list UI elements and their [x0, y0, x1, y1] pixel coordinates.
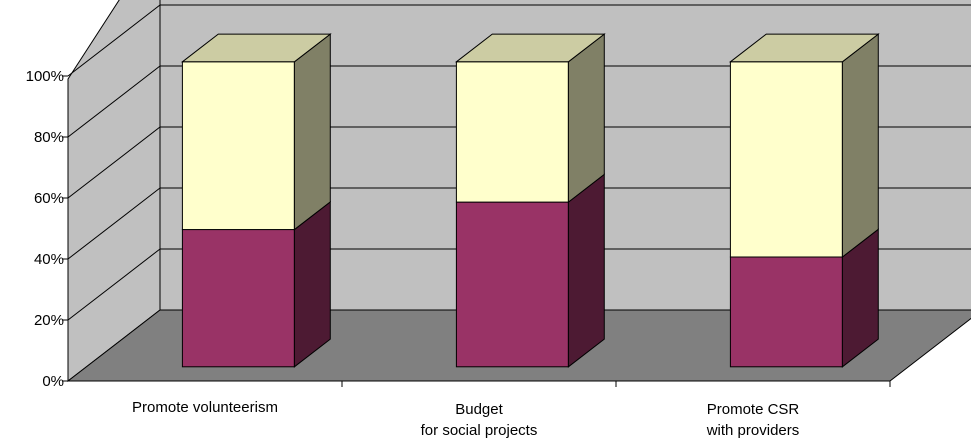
axes: [62, 75, 891, 387]
bar-front-series1: [181, 61, 295, 231]
bars: [180, 33, 880, 368]
y-tick-label: 100%: [26, 68, 64, 85]
bar-side-series1: [293, 33, 331, 231]
y-tick-label: 60%: [34, 190, 64, 207]
gridline-side: [67, 187, 161, 260]
bar-top-series1: [454, 33, 606, 63]
bar-front-series1: [455, 61, 569, 203]
bar-front-series0: [455, 201, 569, 368]
bar-top-series1: [728, 33, 880, 63]
category-label: Promote CSR: [707, 401, 800, 418]
gridline-side: [67, 126, 161, 199]
y-tick-label: 20%: [34, 312, 64, 329]
bar-side-series1: [841, 33, 879, 259]
category-label: for social projects: [421, 422, 538, 439]
bar-front-series0: [181, 229, 295, 368]
category-label: Budget: [455, 401, 503, 418]
category-label: with providers: [706, 422, 800, 439]
labels: 0% 20% 40% 60% 80% 100% Promote volunteerism Bu…: [26, 68, 800, 439]
y-tick-label: 80%: [34, 129, 64, 146]
gridline-side: [67, 248, 161, 321]
y-tick-label: 40%: [34, 251, 64, 268]
bar-top-series1: [180, 33, 332, 63]
bar-front-series0: [729, 256, 843, 368]
gridline-side: [67, 4, 161, 77]
gridline-side: [67, 65, 161, 138]
bar-side-series0: [567, 173, 605, 368]
y-tick-label: 0%: [42, 373, 64, 390]
bar-side-series1: [567, 33, 605, 204]
bar-side-series0: [293, 200, 331, 368]
bar-front-series1: [729, 61, 843, 258]
category-label: Promote volunteerism: [132, 399, 278, 416]
